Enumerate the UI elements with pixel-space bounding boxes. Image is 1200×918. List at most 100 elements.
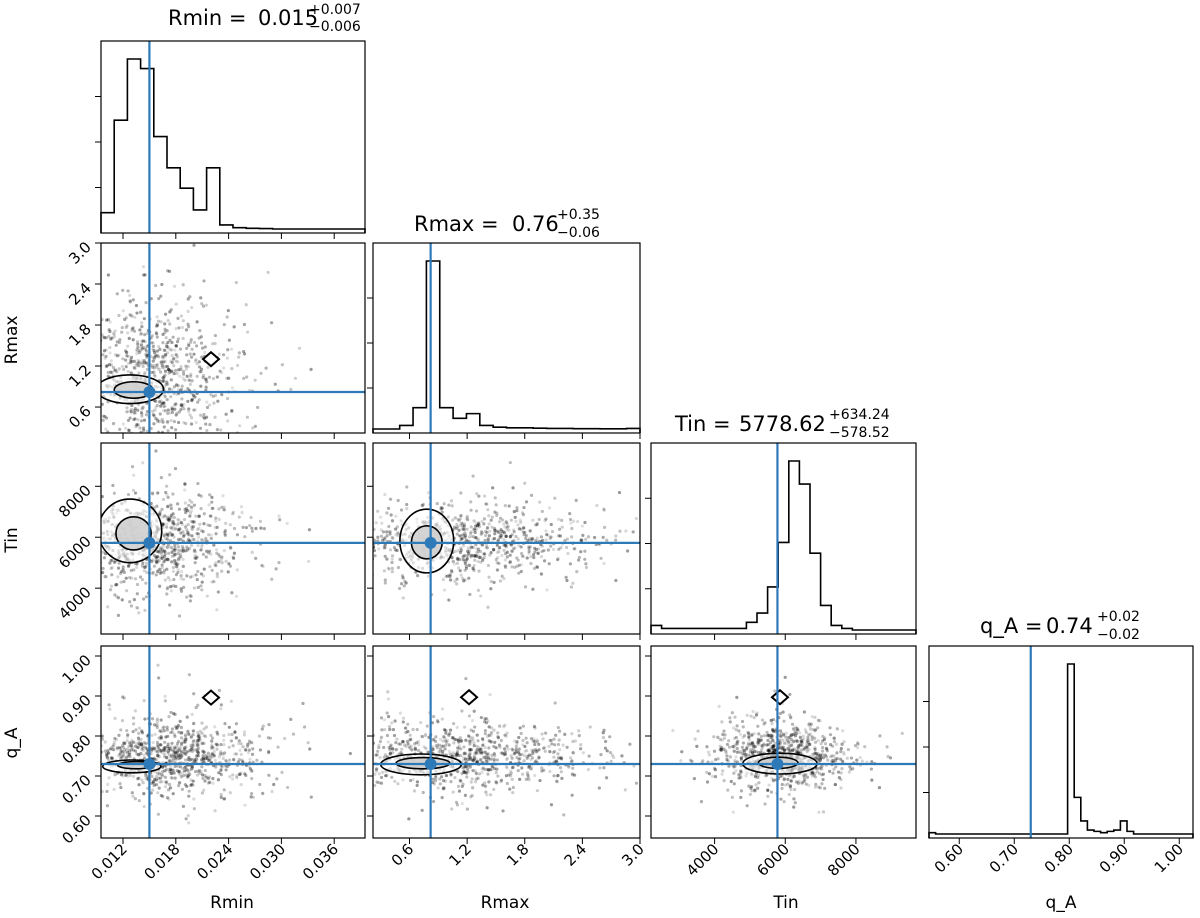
scatter-point [394,748,398,752]
scatter-point [188,511,193,515]
scatter-point [385,773,389,778]
scatter-point [209,552,213,556]
scatter-point [556,773,560,778]
scatter-point [618,529,622,533]
scatter-point [462,579,466,583]
scatter-point [508,535,512,539]
scatter-point [517,750,521,754]
scatter-point [487,575,491,579]
scatter-point [456,753,460,758]
scatter-point [315,735,318,738]
scatter-point [350,544,353,547]
scatter-point [258,748,262,752]
scatter-point [159,748,163,753]
scatter-point [172,745,177,749]
scatter-point [136,423,140,427]
scatter-point [769,790,774,794]
scatter-point [178,374,182,378]
scatter-point [121,774,125,778]
scatter-point [518,777,522,782]
scatter-point [217,559,221,564]
scatter-point [479,747,483,751]
scatter-point [81,396,84,399]
scatter-point [135,342,140,346]
scatter-point [750,740,755,745]
scatter-point [160,555,164,559]
scatter-point [166,429,170,433]
scatter-point [235,568,239,572]
scatter-point [725,742,730,747]
scatter-point [250,776,254,781]
scatter-point [382,718,386,722]
scatter-point [757,773,761,777]
scatter-point [352,547,355,550]
scatter-point [163,322,167,326]
scatter-point [183,769,187,773]
scatter-point [489,740,493,744]
scatter-point [337,778,340,781]
scatter-point [42,331,45,334]
scatter-point [103,415,107,419]
scatter-point [136,358,140,362]
scatter-point [207,503,211,507]
scatter-point [495,561,499,565]
scatter-point [197,479,200,482]
scatter-point [797,743,801,748]
scatter-point [732,726,736,730]
scatter-point [157,550,161,554]
scatter-point [201,373,206,378]
scatter-point [214,516,218,520]
scatter-point [441,744,445,748]
scatter-point [440,775,444,779]
scatter-point [463,531,467,535]
scatter-point [501,543,506,547]
scatter-point [193,748,197,752]
scatter-point [552,737,556,741]
scatter-point [25,544,28,547]
scatter-point [795,728,799,732]
scatter-point [216,399,220,403]
scatter-point [433,779,438,783]
scatter-point [192,537,196,542]
scatter-point [171,569,176,574]
scatter-point [506,747,510,751]
scatter-point [274,748,277,751]
scatter-point [108,345,112,350]
scatter-point [266,736,270,740]
scatter-point [391,751,395,755]
scatter-point [131,338,135,342]
scatter-point [219,743,223,747]
scatter-point [165,728,169,732]
scatter-point [156,752,160,757]
scatter-point [157,367,161,371]
scatter-point [220,477,223,480]
scatter-point [404,730,408,735]
scatter-point [196,535,201,539]
scatter-point [460,784,464,789]
scatter-point [196,744,200,749]
scatter-point [403,726,408,730]
scatter-point [176,765,180,769]
scatter-point [316,779,319,782]
scatter-point [602,508,606,512]
scatter-point [373,527,376,532]
scatter-point [496,731,500,735]
scatter-point [113,773,117,777]
scatter-point [202,757,206,762]
scatter-point [467,535,472,539]
scatter-point [831,758,835,762]
scatter-point [183,752,187,756]
scatter-point [173,559,177,563]
scatter-point [195,757,199,762]
scatter-point [821,777,825,782]
scatter-point [204,377,208,382]
scatter-point [186,472,189,475]
scatter-point [102,556,107,560]
scatter-point [125,735,130,739]
scatter-point [543,518,547,523]
scatter-point [63,280,66,283]
scatter-point [533,726,537,730]
scatter-point [734,769,738,773]
scatter-point [503,752,507,756]
scatter-point [156,355,161,359]
